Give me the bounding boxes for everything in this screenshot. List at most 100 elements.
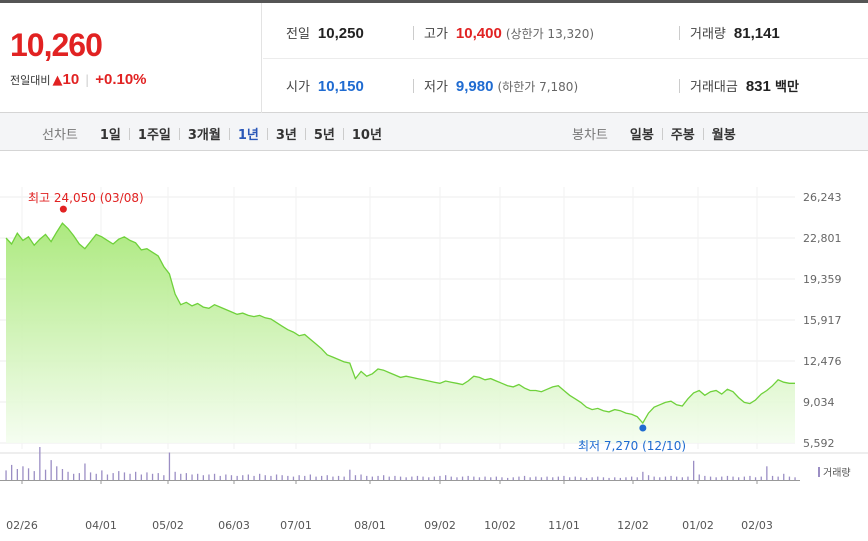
x-tick-label: 07/01: [280, 519, 312, 532]
top-border: [0, 0, 868, 3]
tab-1week[interactable]: 1주일: [137, 128, 171, 143]
volume-bar: [777, 476, 779, 480]
volume-bar: [642, 471, 644, 481]
volume-bar: [653, 476, 655, 480]
volume-bar: [208, 474, 210, 480]
divider: [679, 79, 680, 93]
volume-bar: [495, 476, 497, 480]
amount-unit: 백만: [775, 80, 799, 95]
volume-bar: [270, 475, 272, 480]
volume-bar: [563, 475, 565, 480]
tab-weekly[interactable]: 주봉: [670, 128, 695, 143]
volume-bar: [275, 474, 278, 480]
max-label: 최고 24,050 (03/08): [28, 191, 144, 205]
price-summary: 10,260 전일대비 ▲10 | +0.10% 전일 10,250 고가 10,400(…: [0, 3, 868, 113]
volume-bar: [315, 476, 317, 480]
volume-bar: [597, 476, 599, 480]
volume-bar: [253, 475, 255, 480]
volume-bar: [298, 475, 300, 480]
volume-bar: [11, 464, 13, 480]
volume-bar: [704, 475, 706, 480]
volume-bar: [377, 475, 379, 480]
volume-bar: [197, 473, 199, 480]
x-tick-label: 01/02: [682, 519, 714, 532]
y-tick-label: 15,917: [803, 314, 842, 327]
volume-bar: [664, 476, 667, 480]
volume-bar: [721, 476, 723, 480]
volume-bar: [602, 477, 605, 481]
high-value: 10,400: [455, 25, 502, 42]
volume-bar: [580, 477, 582, 481]
volume-bar: [61, 469, 64, 480]
change-rate: +0.10%: [95, 71, 147, 88]
tab-5year[interactable]: 5년: [313, 128, 335, 143]
volume-bar: [304, 475, 306, 480]
volume-bar: [360, 474, 362, 480]
volume-bar: [726, 475, 729, 480]
volume-bar: [490, 477, 492, 481]
volume-bar: [631, 476, 633, 480]
divider: [702, 127, 704, 140]
volume-bar: [574, 476, 576, 480]
volume-bar: [467, 475, 469, 480]
volume-bar: [416, 475, 419, 480]
volume-bar: [163, 475, 165, 480]
x-tick-label: 02/26: [6, 519, 38, 532]
volume-bar: [405, 477, 407, 481]
volume-bar: [236, 475, 238, 480]
low-value: 9,980: [455, 78, 494, 95]
volume-bar: [225, 474, 227, 480]
volume-bar: [619, 477, 621, 480]
volume-bar: [191, 474, 193, 480]
tab-monthly[interactable]: 월봉: [711, 128, 736, 143]
volume-bar: [552, 477, 554, 481]
volume-bar: [213, 473, 216, 480]
volume-bar: [709, 476, 712, 480]
x-tick-label: 04/01: [85, 519, 117, 532]
volume-bar: [309, 474, 311, 480]
volume-bar: [202, 475, 204, 480]
tab-1year[interactable]: 1년: [237, 128, 259, 143]
price-chart: 26,243 22,801 19,359 15,917 12,476 9,034 5,592…: [0, 151, 868, 537]
low-stat: 저가 9,980 (하한가 7,180): [424, 76, 578, 95]
price-line: [5, 222, 795, 425]
x-tick-label: 08/01: [354, 519, 386, 532]
volume-label: 거래량: [690, 27, 726, 42]
high-label: 고가: [424, 27, 448, 42]
x-tick-label: 02/03: [741, 519, 773, 532]
volume-bar: [535, 476, 537, 480]
volume-value: 81,141: [733, 25, 780, 42]
min-label: 최저 7,270 (12/10): [578, 439, 686, 453]
current-price-box: 10,260 전일대비 ▲10 | +0.10%: [0, 3, 262, 113]
volume-bar: [625, 477, 627, 481]
volume-bar: [321, 475, 323, 480]
volume-bar: [118, 471, 120, 480]
y-tick-label: 26,243: [803, 191, 842, 204]
volume-bar: [349, 469, 351, 480]
divider: |: [85, 73, 90, 87]
volume-bar: [647, 475, 650, 480]
volume-bar: [56, 466, 58, 481]
volume-bar: [174, 471, 176, 481]
upper-limit: (상한가 13,320): [505, 27, 595, 41]
volume-bar: [771, 475, 774, 480]
volume-bar: [89, 472, 92, 480]
volume-bar: [5, 470, 7, 480]
tab-3year[interactable]: 3년: [275, 128, 297, 143]
volume-bar: [326, 475, 328, 480]
volume-bar: [743, 476, 745, 480]
open-label: 시가: [286, 80, 310, 95]
x-tick-label: 09/02: [424, 519, 456, 532]
open-value: 10,150: [317, 78, 364, 95]
volume-bar: [157, 473, 159, 480]
tab-1day[interactable]: 1일: [99, 128, 121, 143]
volume-bar: [287, 475, 289, 480]
tab-daily[interactable]: 일봉: [629, 128, 654, 143]
volume-bar: [135, 471, 137, 481]
volume-bar: [146, 472, 148, 480]
max-marker: [59, 205, 67, 213]
tab-3month[interactable]: 3개월: [187, 128, 221, 143]
change-row: 전일대비 ▲10 | +0.10%: [10, 71, 147, 88]
tab-10year[interactable]: 10년: [351, 128, 382, 143]
prev-close-label: 전일: [286, 27, 310, 42]
